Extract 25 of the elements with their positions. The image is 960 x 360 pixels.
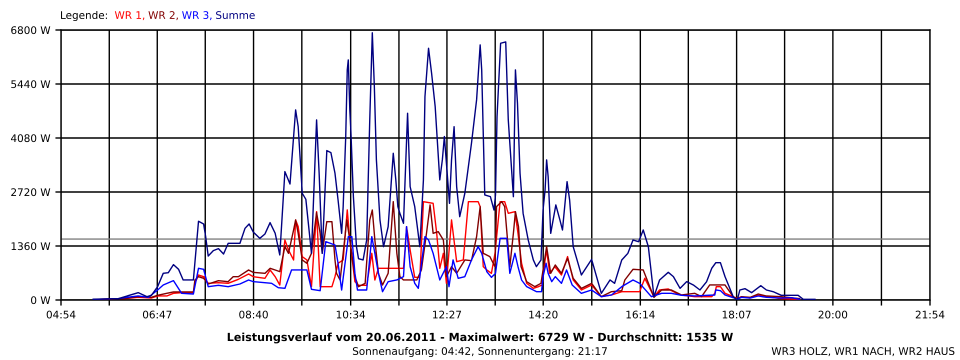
- y-tick-label: 6800 W: [11, 26, 50, 34]
- y-tick-label: 4080 W: [10, 134, 50, 142]
- text: Summe: [216, 11, 255, 20]
- text: Leistungsverlauf vom 20.06.2011 - Maximalwert: 6729 W - Durchschnitt: 1535 W: [228, 332, 733, 344]
- legend-title: Legende:: [61, 10, 107, 22]
- line-series: [92, 32, 816, 300]
- text: Sonnenaufgang: 04:42, Sonnenuntergang: 21:17: [352, 346, 607, 358]
- text: WR 3,: [182, 11, 212, 20]
- y-tick-label: 1360 W: [12, 242, 50, 250]
- x-tick-label: 08:40: [239, 310, 268, 318]
- y-tick-label: 5440 W: [11, 80, 50, 88]
- y-tick-label: 2720 W: [11, 188, 50, 196]
- x-tick-label: 16:14: [626, 310, 655, 318]
- x-tick-label: 21:54: [916, 310, 944, 318]
- x-tick-label: 20:00: [818, 310, 848, 318]
- text: WR 1,: [114, 11, 144, 20]
- text: WR3 HOLZ, WR1 NACH, WR2 HAUS: [772, 347, 954, 356]
- x-tick-label: 10:34: [336, 310, 366, 318]
- text: WR 2,: [148, 11, 178, 20]
- y-tick-label: 0 W: [31, 296, 50, 304]
- x-tick-label: 04:54: [46, 310, 76, 318]
- x-tick-label: 18:07: [722, 310, 751, 318]
- x-tick-label: 14:20: [529, 310, 558, 318]
- x-tick-label: 12:27: [433, 310, 462, 318]
- x-tick-label: 06:47: [142, 310, 172, 318]
